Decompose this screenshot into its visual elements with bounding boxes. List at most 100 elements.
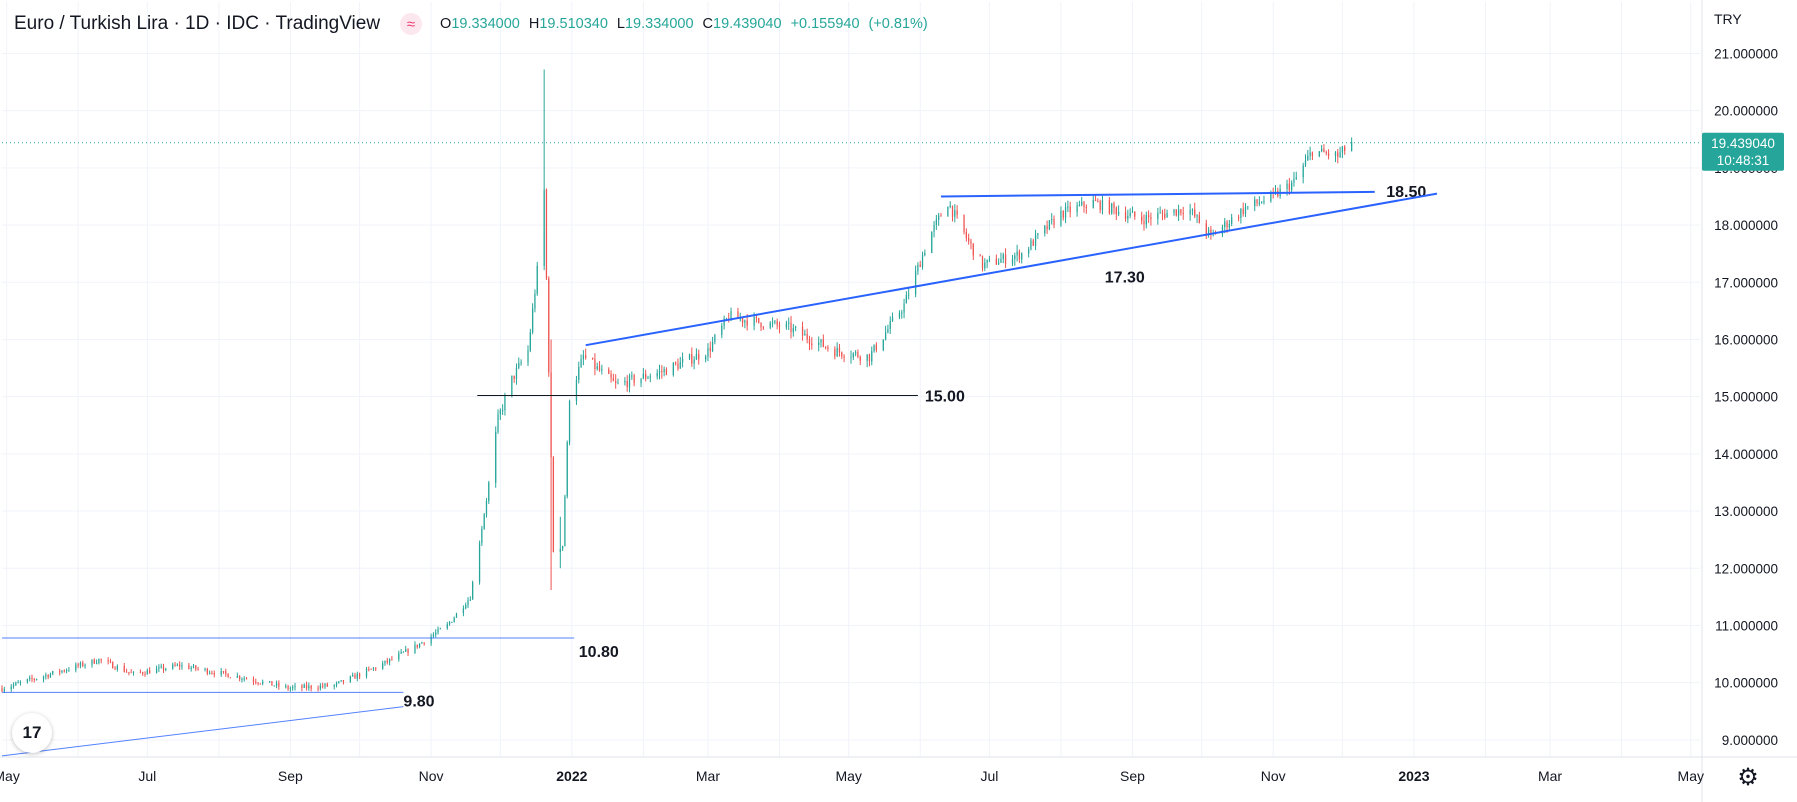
candle-body [386, 660, 388, 663]
candle-body [1175, 209, 1177, 216]
candle-body [1237, 217, 1240, 219]
candle-body [794, 326, 797, 328]
candle-body [1078, 204, 1081, 206]
candle-body [165, 668, 167, 670]
candle-body [1062, 210, 1064, 218]
candle-body [663, 369, 665, 373]
candle-body [268, 681, 271, 683]
candle-body [776, 321, 778, 326]
candle-body [384, 660, 386, 664]
candle-body [665, 369, 668, 375]
candle-body [1263, 201, 1265, 203]
tradingview-logo-icon[interactable]: 17 [12, 713, 52, 753]
candle-body [1081, 201, 1083, 205]
currency-label[interactable]: TRY [1714, 11, 1742, 27]
candle-body [1000, 258, 1002, 263]
candle-body [979, 255, 981, 257]
candle-body [116, 666, 118, 670]
annotation-label: 9.80 [403, 693, 434, 710]
candle-body [1014, 255, 1016, 260]
y-tick-label: 21.000000 [1714, 46, 1778, 61]
candle-body [931, 231, 933, 253]
candle-body [465, 605, 467, 609]
candle-body [1309, 152, 1311, 156]
candle-body [730, 311, 732, 321]
candle-body [322, 685, 324, 687]
candle-body [241, 678, 243, 680]
candle-body [737, 311, 739, 319]
candle-body [1337, 152, 1339, 157]
symbol-title[interactable]: Euro / Turkish Lira · 1D · IDC · Trading… [14, 13, 381, 34]
candle-body [93, 659, 95, 664]
candle-body [534, 293, 536, 309]
candle-body [1048, 220, 1051, 230]
candle-body [898, 313, 901, 318]
candle-body [400, 651, 402, 654]
wave-indicator-icon[interactable]: ≈ [400, 13, 423, 35]
candle-body [245, 678, 248, 680]
candle-body [1147, 215, 1150, 218]
candle-body [658, 370, 661, 373]
candle-body [695, 353, 698, 360]
candle-body [238, 675, 241, 680]
candle-body [285, 686, 287, 688]
y-tick-label: 11.000000 [1715, 618, 1778, 633]
candle-body [128, 671, 130, 673]
annotation-label: 10.80 [579, 644, 619, 661]
candle-body [1295, 177, 1297, 179]
candle-body [292, 687, 294, 689]
x-tick-label: 2022 [556, 768, 587, 784]
x-tick-label: May [1678, 768, 1704, 784]
candle-body [1173, 209, 1175, 213]
candle-body [469, 599, 471, 601]
candle-body [624, 381, 626, 383]
x-tick-label: May [0, 768, 20, 784]
candle-body [451, 621, 453, 623]
candle-body [63, 670, 65, 672]
candle-body [497, 414, 499, 432]
candle-body [195, 665, 197, 669]
candle-body [575, 380, 578, 401]
candle-body [769, 322, 771, 328]
candle-body [33, 679, 35, 681]
candle-body [617, 382, 619, 384]
candle-body [287, 686, 289, 690]
candle-body [229, 677, 232, 679]
candle-body [762, 327, 764, 329]
y-tick-label: 13.000000 [1714, 504, 1778, 519]
candle-body [172, 664, 174, 669]
candle-body [998, 262, 1000, 265]
candle-body [746, 320, 748, 326]
trend-line [1, 706, 404, 757]
candle-body [956, 210, 958, 215]
candle-body [914, 271, 917, 295]
candle-body [1166, 212, 1168, 218]
candle-body [100, 659, 102, 661]
candle-body [455, 613, 458, 618]
candle-body [758, 317, 760, 323]
candle-body [1258, 202, 1260, 204]
candle-body [755, 316, 758, 318]
candle-body [1334, 152, 1337, 156]
candle-body [370, 668, 372, 670]
annotation-label: 15.00 [925, 389, 965, 406]
candle-body [843, 356, 845, 358]
candle-body [29, 677, 31, 680]
candle-body [615, 380, 617, 383]
candle-body [836, 347, 838, 357]
candle-body [628, 375, 631, 388]
candle-body [220, 671, 222, 675]
candle-body [294, 685, 296, 688]
candle-body [887, 328, 889, 333]
candle-body [995, 258, 997, 265]
gear-icon[interactable]: ⚙ [1737, 763, 1759, 791]
candle-body [430, 636, 432, 644]
candle-body [1231, 217, 1233, 224]
candle-body [1291, 182, 1293, 191]
candle-body [698, 353, 700, 360]
candle-body [1143, 221, 1145, 225]
candle-body [1344, 146, 1346, 151]
candle-body [804, 333, 806, 336]
candle-body [688, 354, 691, 359]
